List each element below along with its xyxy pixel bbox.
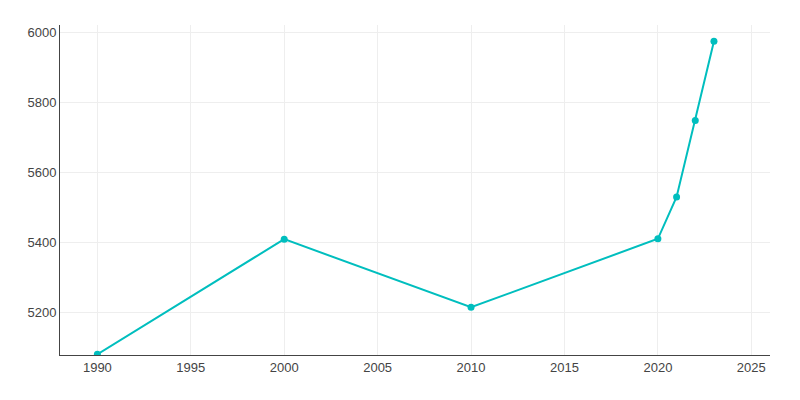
svg-text:5600: 5600 [27,165,56,180]
svg-text:2015: 2015 [550,360,579,375]
svg-text:5400: 5400 [27,235,56,250]
svg-text:6000: 6000 [27,25,56,40]
svg-text:1990: 1990 [83,360,112,375]
svg-text:2000: 2000 [270,360,299,375]
svg-text:5200: 5200 [27,305,56,320]
svg-text:5800: 5800 [27,95,56,110]
svg-text:2005: 2005 [363,360,392,375]
svg-text:2025: 2025 [737,360,766,375]
svg-text:1995: 1995 [176,360,205,375]
svg-text:2010: 2010 [457,360,486,375]
svg-text:2020: 2020 [643,360,672,375]
